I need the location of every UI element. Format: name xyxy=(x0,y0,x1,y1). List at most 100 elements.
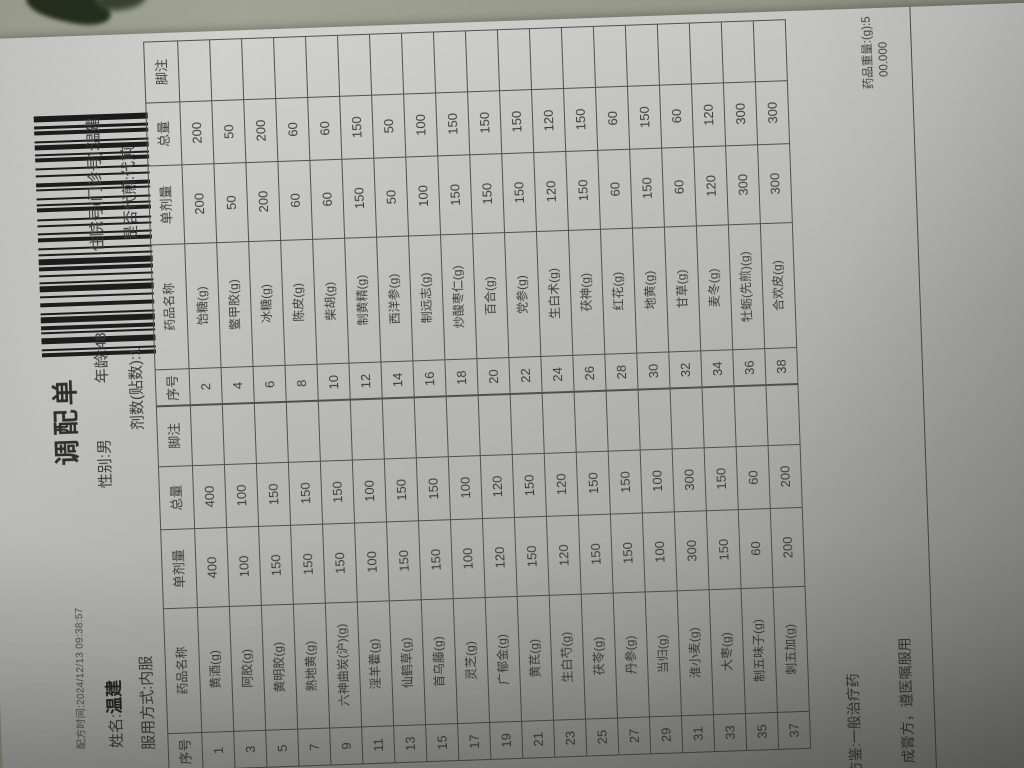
table-cell: 150 xyxy=(501,152,537,233)
table-cell: 200 xyxy=(243,98,278,163)
table-cell: 120 xyxy=(693,145,729,226)
table-cell: 茯神(g) xyxy=(568,229,605,356)
table-cell: 400 xyxy=(194,527,230,608)
table-cell: 22 xyxy=(508,356,543,395)
table-cell xyxy=(753,19,788,82)
table-cell: 60 xyxy=(277,160,313,241)
table-body-right: 2 饴糖(g) 200 200 4 鳖甲胶(g) 50 50 6 冰糖(g) 200 200 8 陈皮(g… xyxy=(177,19,798,406)
table-cell: 六神曲炭(沪)(g) xyxy=(325,601,362,729)
table-cell: 100 xyxy=(450,518,486,599)
table-cell: 150 xyxy=(339,95,374,160)
col-footnote: 脚注 xyxy=(156,404,193,467)
table-cell: 黄芪(g) xyxy=(517,595,554,722)
table-cell: 7 xyxy=(297,728,331,767)
table-cell: 400 xyxy=(192,464,227,529)
table-cell: 150 xyxy=(386,520,422,601)
table-body-left: 1 黄酒(g) 400 400 3 阿胶(g) 100 100 5 黄明胶(g) 150 150 7 熟地… xyxy=(190,383,811,768)
table-cell: 34 xyxy=(700,349,735,388)
table-cell: 150 xyxy=(467,90,502,155)
table-cell: 4 xyxy=(221,366,255,405)
table-cell xyxy=(478,393,513,456)
table-cell: 150 xyxy=(322,523,358,604)
table-cell: 当归(g) xyxy=(645,590,682,717)
table-cell xyxy=(510,392,545,455)
table-cell: 2 xyxy=(189,367,223,406)
table-cell xyxy=(286,400,321,463)
patient-age: 年龄:48 xyxy=(92,332,112,384)
table-cell xyxy=(273,36,308,99)
table-cell: 150 xyxy=(416,456,451,521)
table-cell: 12 xyxy=(348,362,383,401)
table-cell xyxy=(733,384,769,447)
table-cell xyxy=(190,403,225,466)
table-cell: 35 xyxy=(745,712,779,751)
table-cell: 5 xyxy=(265,729,299,768)
table-cell: 25 xyxy=(585,717,619,757)
table-cell xyxy=(254,401,289,464)
table-cell: 50 xyxy=(211,99,246,164)
table-cell xyxy=(542,391,577,454)
col-single-dose: 单剂量 xyxy=(160,528,198,609)
table-cell xyxy=(433,30,468,93)
table-cell: 制黄精(g) xyxy=(344,237,381,364)
col-drug-name: 药品名称 xyxy=(150,243,190,370)
prescription-note: 方鉴:一般治疗药 xyxy=(844,673,865,768)
table-cell: 150 xyxy=(437,154,473,235)
table-cell xyxy=(305,35,340,98)
patient-name-label: 姓名: xyxy=(107,713,126,749)
table-cell: 黄酒(g) xyxy=(197,606,234,733)
table-cell: 20 xyxy=(476,357,511,396)
table-cell: 120 xyxy=(531,88,566,153)
table-cell: 150 xyxy=(704,446,739,511)
table-cell: 200 xyxy=(770,507,806,588)
table-cell xyxy=(670,386,705,449)
table-cell: 60 xyxy=(597,149,633,230)
table-cell: 8 xyxy=(284,364,319,403)
table-cell: 西洋参(g) xyxy=(376,235,413,363)
table-cell: 大枣(g) xyxy=(709,588,746,715)
table-cell xyxy=(241,37,276,100)
table-cell: 18 xyxy=(444,358,479,397)
table-cell: 150 xyxy=(563,87,598,152)
table-cell xyxy=(721,20,756,83)
table-cell: 60 xyxy=(307,96,342,161)
table-cell: 9 xyxy=(329,726,363,766)
table-cell: 淮小麦(g) xyxy=(677,589,714,716)
table-cell: 50 xyxy=(213,162,249,243)
table-cell: 首乌藤(g) xyxy=(421,598,458,725)
col-total: 总量 xyxy=(145,101,182,167)
table-cell: 150 xyxy=(499,89,534,154)
table-cell xyxy=(177,39,212,102)
table-cell: 28 xyxy=(604,353,639,392)
table-cell: 阿胶(g) xyxy=(229,605,266,732)
table-cell: 灵芝(g) xyxy=(453,597,490,724)
table-cell: 150 xyxy=(578,514,614,595)
table-cell: 13 xyxy=(393,724,427,763)
table-cell: 150 xyxy=(565,150,601,231)
table-cell: 100 xyxy=(226,526,262,607)
table-cell: 150 xyxy=(706,509,742,590)
table-cell: 19 xyxy=(489,721,523,760)
medicine-table-right: 序号 药品名称 单剂量 总量 脚注 2 饴糖(g) 200 200 4 鳖甲胶(g) 50 5… xyxy=(143,19,798,407)
table-cell: 60 xyxy=(595,86,630,151)
col-total: 总量 xyxy=(158,465,195,530)
table-cell: 300 xyxy=(723,81,758,146)
table-cell: 120 xyxy=(533,151,569,232)
table-cell: 丹参(g) xyxy=(613,591,650,718)
table-cell: 200 xyxy=(179,100,214,165)
table-cell xyxy=(222,402,257,465)
table-cell: 17 xyxy=(457,722,491,761)
table-cell: 炒酸枣仁(g) xyxy=(440,233,477,360)
table-cell: 200 xyxy=(768,444,803,509)
medicine-table-left: 序号 药品名称 单剂量 总量 脚注 1 黄酒(g) 400 400 3 阿胶(g) 100 1… xyxy=(156,383,811,768)
table-cell: 21 xyxy=(521,720,555,759)
table-cell xyxy=(318,399,353,462)
table-cell xyxy=(350,398,385,461)
table-cell: 150 xyxy=(258,525,294,606)
table-cell xyxy=(561,26,596,89)
table-cell: 150 xyxy=(629,148,665,229)
table-cell: 150 xyxy=(418,519,454,600)
table-cell: 60 xyxy=(309,159,345,240)
table-cell xyxy=(625,24,660,87)
